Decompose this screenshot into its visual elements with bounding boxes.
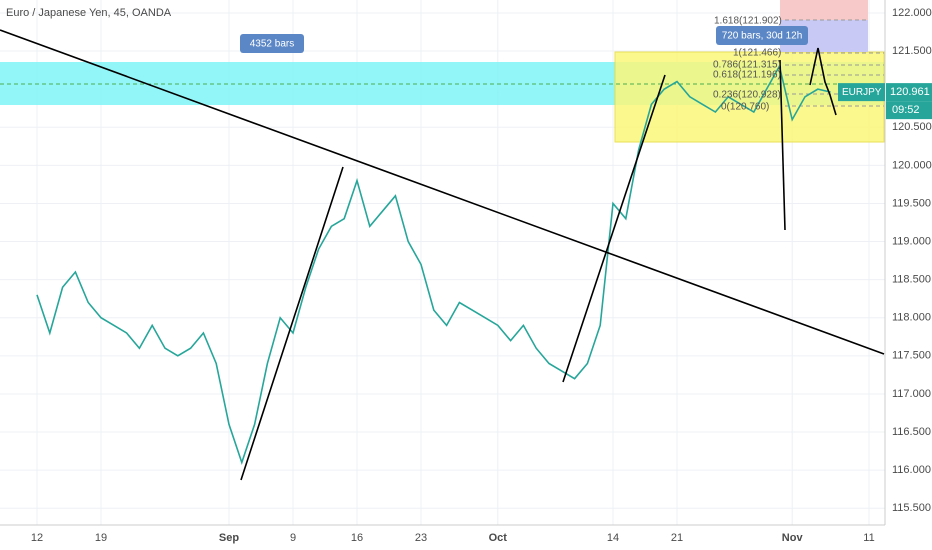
y-tick-label: 115.500 xyxy=(892,502,931,514)
y-tick-label: 117.000 xyxy=(892,388,931,400)
x-tick-label: 19 xyxy=(95,532,107,544)
annotation: 1(121.466) xyxy=(733,48,781,59)
annotation: 1.618(121.902) xyxy=(714,16,782,27)
annotation: 0.618(121.196) xyxy=(713,70,781,81)
annotation: 0.236(120.928) xyxy=(713,90,781,101)
y-tick-label: 119.000 xyxy=(892,235,931,247)
x-tick-label: 21 xyxy=(671,532,683,544)
annotation: 720 bars, 30d 12h xyxy=(722,31,803,42)
countdown: 09:52 xyxy=(892,104,920,116)
x-tick-label: 9 xyxy=(290,532,296,544)
bars-tag xyxy=(716,26,808,45)
fib-extension-zone xyxy=(780,0,868,20)
annotation: 0.786(121.315) xyxy=(713,60,781,71)
trend-lines xyxy=(0,29,885,481)
x-tick-label: 16 xyxy=(351,532,363,544)
symbol-tag xyxy=(838,83,885,102)
y-tick-label: 120.000 xyxy=(892,159,932,171)
price-line xyxy=(36,64,831,466)
x-tick-label: 23 xyxy=(415,532,427,544)
x-tick-label: Sep xyxy=(219,532,239,544)
last-price-tag xyxy=(886,83,932,102)
y-tick-label: 116.500 xyxy=(892,426,931,438)
y-tick-label: 116.000 xyxy=(892,464,931,476)
x-tick-label: 11 xyxy=(863,532,874,544)
symbol-name: EURJPY xyxy=(842,87,882,98)
last-price: 120.961 xyxy=(890,86,930,98)
y-tick-label: 121.500 xyxy=(892,45,932,57)
countdown-tag xyxy=(886,101,932,120)
y-tick-label: 119.500 xyxy=(892,197,931,209)
bars-tag xyxy=(240,34,304,53)
x-tick-label: Oct xyxy=(489,532,508,544)
y-tick-label: 120.500 xyxy=(892,121,932,133)
chart-title: Euro / Japanese Yen, 45, OANDA xyxy=(6,7,172,19)
y-tick-label: 118.500 xyxy=(892,274,931,286)
fib-levels xyxy=(785,19,884,107)
y-tick-label: 117.500 xyxy=(892,350,931,362)
plot xyxy=(36,64,831,466)
annotation: 0(120.760) xyxy=(721,102,769,113)
x-tick-label: Nov xyxy=(782,532,804,544)
annotation: 4352 bars xyxy=(250,39,294,50)
y-tick-label: 118.000 xyxy=(892,312,931,324)
y-tick-label: 122.000 xyxy=(892,7,932,19)
x-tick-label: 12 xyxy=(31,532,43,544)
x-tick-label: 14 xyxy=(607,532,619,544)
